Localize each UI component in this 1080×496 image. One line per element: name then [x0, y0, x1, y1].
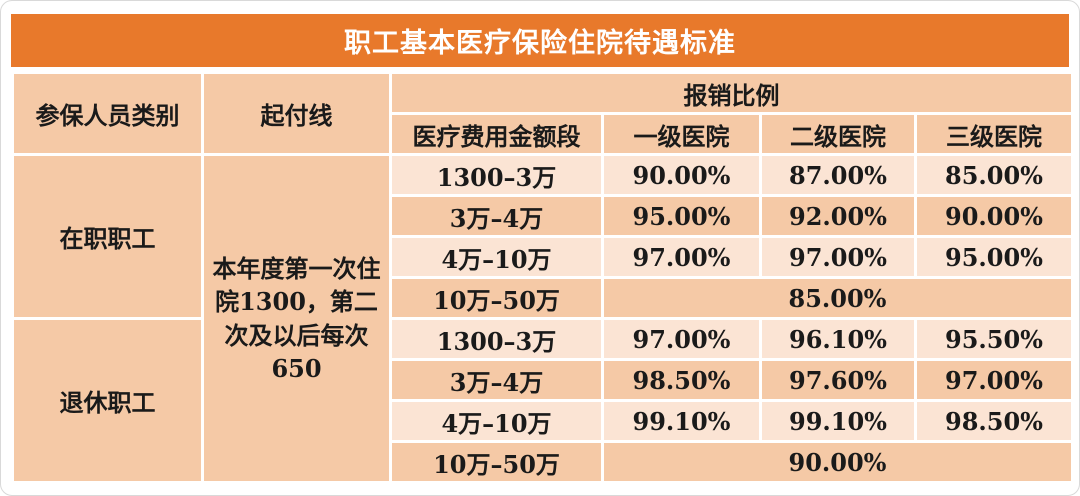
header-tier1-hospital: 一级医院 — [601, 112, 762, 156]
merged-ratio-cell: 90.00% — [601, 440, 1074, 484]
tier2-ratio-cell: 97.60% — [759, 358, 917, 402]
tier3-ratio-cell: 95.00% — [914, 235, 1074, 279]
header-reimbursement-group: 报销比例 — [389, 71, 1074, 115]
amount-cell: 1300–3万 — [389, 153, 604, 197]
table-row-retired-3: 4万–10万 99.10% 99.10% 98.50% — [13, 399, 1074, 443]
header-category: 参保人员类别 — [11, 71, 204, 156]
table-row-retired-1: 退休职工 1300–3万 97.00% 96.10% 95.50% — [11, 317, 1074, 484]
tier3-ratio-cell: 95.50% — [914, 317, 1074, 361]
tier1-ratio-cell: 95.00% — [601, 194, 762, 238]
table-row-retired-2: 3万–4万 98.50% 97.60% 97.00% — [13, 358, 1074, 402]
header-tier2-hospital: 二级医院 — [759, 112, 917, 156]
tier1-ratio-cell: 98.50% — [601, 358, 762, 402]
header-deductible: 起付线 — [201, 71, 392, 156]
category-active-employees: 在职职工 — [11, 153, 204, 320]
tier2-ratio-cell: 87.00% — [759, 153, 917, 197]
table-row-active-1: 在职职工 本年度第一次住院1300，第二次及以后每次650 1300–3万 90… — [11, 153, 1074, 484]
table-row-active-3: 4万–10万 97.00% 97.00% 95.00% — [13, 235, 1074, 279]
tier3-ratio-cell: 90.00% — [914, 194, 1074, 238]
tier2-ratio-cell: 99.10% — [759, 399, 917, 443]
tier3-ratio-cell: 97.00% — [914, 358, 1074, 402]
table-header: 参保人员类别 起付线 报销比例 医疗费用金额段 一级医院 二级医院 三级医院 — [11, 71, 1074, 156]
table-row-active-4: 10万–50万 85.00% — [13, 276, 1074, 320]
header-row-1: 参保人员类别 起付线 报销比例 — [11, 71, 1074, 156]
amount-cell: 1300–3万 — [389, 317, 604, 361]
amount-cell: 3万–4万 — [389, 358, 604, 402]
header-row-2: 医疗费用金额段 一级医院 二级医院 三级医院 — [13, 112, 1074, 156]
header-tier3-hospital: 三级医院 — [914, 112, 1074, 156]
tier3-ratio-cell: 85.00% — [914, 153, 1074, 197]
amount-cell: 3万–4万 — [389, 194, 604, 238]
table-row-active-2: 3万–4万 95.00% 92.00% 90.00% — [13, 194, 1074, 238]
tier1-ratio-cell: 97.00% — [601, 317, 762, 361]
table-row-retired-4: 10万–50万 90.00% — [13, 440, 1074, 484]
merged-ratio-cell: 85.00% — [601, 276, 1074, 320]
category-retired-employees: 退休职工 — [11, 317, 204, 484]
tier1-ratio-cell: 90.00% — [601, 153, 762, 197]
tier3-ratio-cell: 98.50% — [914, 399, 1074, 443]
amount-cell: 4万–10万 — [389, 399, 604, 443]
benefits-table: 参保人员类别 起付线 报销比例 医疗费用金额段 一级医院 二级医院 三级医院 在… — [11, 71, 1074, 484]
amount-cell: 4万–10万 — [389, 235, 604, 279]
header-amount-band: 医疗费用金额段 — [389, 112, 604, 156]
tier2-ratio-cell: 97.00% — [759, 235, 917, 279]
tier2-ratio-cell: 92.00% — [759, 194, 917, 238]
tier1-ratio-cell: 99.10% — [601, 399, 762, 443]
table-title: 职工基本医疗保险住院待遇标准 — [11, 14, 1069, 67]
tier2-ratio-cell: 96.10% — [759, 317, 917, 361]
amount-cell: 10万–50万 — [389, 276, 604, 320]
deductible-note: 本年度第一次住院1300，第二次及以后每次650 — [201, 153, 392, 484]
table-body: 在职职工 本年度第一次住院1300，第二次及以后每次650 1300–3万 90… — [11, 153, 1074, 484]
amount-cell: 10万–50万 — [389, 440, 604, 484]
tier1-ratio-cell: 97.00% — [601, 235, 762, 279]
